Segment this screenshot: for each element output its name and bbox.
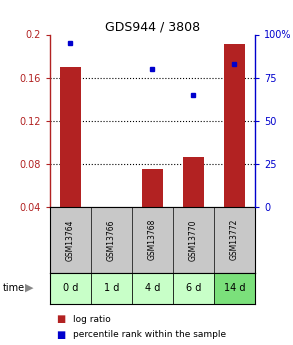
Text: 4 d: 4 d: [145, 283, 160, 293]
Text: GSM13766: GSM13766: [107, 219, 116, 260]
Bar: [50, 273, 91, 304]
Text: ▶: ▶: [25, 283, 34, 293]
Text: time: time: [3, 283, 25, 293]
Text: 6 d: 6 d: [186, 283, 201, 293]
Bar: [214, 273, 255, 304]
Bar: [132, 273, 173, 304]
Text: log ratio: log ratio: [73, 315, 111, 324]
Text: GSM13764: GSM13764: [66, 219, 75, 260]
Text: 14 d: 14 d: [224, 283, 245, 293]
Text: 0 d: 0 d: [63, 283, 78, 293]
Title: GDS944 / 3808: GDS944 / 3808: [105, 20, 200, 33]
Bar: [183, 157, 204, 207]
Text: ■: ■: [56, 314, 65, 324]
Text: GSM13768: GSM13768: [148, 219, 157, 260]
Text: GSM13772: GSM13772: [230, 219, 239, 260]
Bar: [60, 67, 81, 207]
Bar: [142, 169, 163, 207]
Bar: [173, 273, 214, 304]
Text: 1 d: 1 d: [104, 283, 119, 293]
Text: GSM13770: GSM13770: [189, 219, 198, 260]
Bar: [224, 44, 245, 207]
Bar: [91, 273, 132, 304]
Text: ■: ■: [56, 330, 65, 339]
Text: percentile rank within the sample: percentile rank within the sample: [73, 330, 226, 339]
